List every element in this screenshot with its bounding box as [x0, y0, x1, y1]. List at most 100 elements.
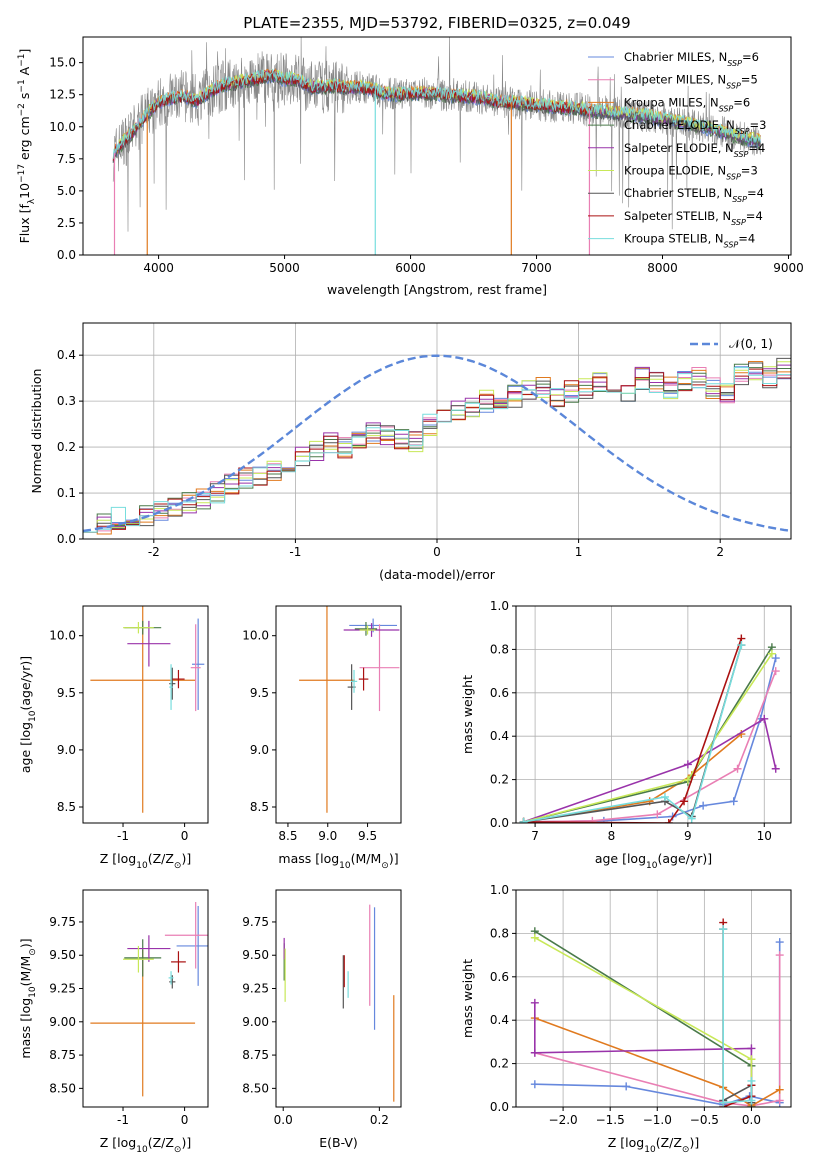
y-tick-label: 9.5	[250, 686, 269, 700]
figure-title: PLATE=2355, MJD=53792, FIBERID=0325, z=0…	[243, 14, 630, 32]
x-axis-label-part: Z [log	[100, 851, 136, 866]
x-tick-label: −2.0	[549, 1113, 578, 1127]
x-tick-label: 9.5	[358, 829, 377, 843]
series-marker	[687, 814, 696, 823]
x-tick-label: 8.5	[278, 829, 297, 843]
x-axis-label-part: )]	[181, 851, 191, 866]
y-tick-label: 8.75	[242, 1048, 269, 1062]
series-marker	[699, 801, 708, 810]
y-tick-label: 0.0	[490, 1100, 509, 1114]
legend-series-name: Chabrier MILES	[624, 50, 711, 64]
y-tick-label: 0.4	[57, 348, 76, 362]
legend-series-name: Chabrier ELODIE	[624, 118, 719, 132]
legend-entry: Kroupa ELODIE, NSSP=3	[624, 164, 758, 182]
legend-entry: Salpeter MILES, NSSP=5	[624, 73, 758, 91]
y-axis-label-part: A	[17, 66, 32, 79]
series-marker	[729, 797, 738, 806]
plot-area-mass-vs-EBV	[283, 904, 395, 1102]
axes-spectrum: 4000 5000 6000 7000 8000 9000 0.0 2.5 5.0 7.5 10.0…	[17, 36, 804, 297]
legend-nssp-eq: =	[746, 209, 756, 223]
x-axis-label: Z [log10(Z/Z⊙)]	[100, 851, 191, 871]
x-axis-label-part: ⊙	[174, 1145, 182, 1155]
y-tick-label: 0.0	[490, 816, 509, 830]
axes-frame	[275, 605, 402, 824]
y-tick-label: 0.6	[490, 686, 509, 700]
x-axis-label-part: 10	[644, 1145, 656, 1155]
axes-mass-vs-EBV: 0.0 0.2 8.50 8.75 9.00 9.25 9.50 9.75 E(B-V)	[242, 889, 402, 1150]
legend-nssp-eq: =	[747, 186, 757, 200]
y-axis-label-part: )]	[18, 938, 33, 948]
legend-nssp-label: , N	[710, 164, 726, 178]
x-axis-label-part: (Z/Z	[148, 1135, 174, 1150]
y-tick-label: 8.75	[49, 1048, 76, 1062]
y-axis-label: mass [log10(M/M⊙)]	[18, 938, 38, 1058]
x-tick-label: 0	[181, 829, 189, 843]
y-tick-label: 9.0	[250, 743, 269, 757]
axes-frame	[275, 889, 402, 1108]
x-axis-label-part: )]	[689, 1135, 699, 1150]
x-axis-label-part: mass [log	[278, 851, 339, 866]
series-line	[523, 644, 743, 823]
y-tick-label: 1.0	[490, 883, 509, 897]
normal-curve	[83, 354, 791, 533]
y-tick-label: 0.2	[490, 773, 509, 787]
y-axis-label-part: (age/yr)]	[18, 656, 33, 711]
x-axis-label-part: (M/M	[351, 851, 382, 866]
series-marker	[588, 816, 597, 823]
series-marker	[664, 819, 673, 823]
legend-nssp-eq: =	[741, 73, 751, 87]
series-marker	[653, 810, 662, 819]
legend-series-name: Kroupa ELODIE	[624, 164, 710, 178]
model-spectrum-line	[112, 68, 761, 159]
x-tick-label: −1.5	[596, 1113, 625, 1127]
y-tick-label: 9.75	[242, 915, 269, 929]
axes-frame	[515, 605, 792, 824]
y-tick-label: 9.5	[57, 686, 76, 700]
x-tick-label: 0.0	[274, 1113, 293, 1127]
plot-area-massweight-vs-age	[519, 634, 780, 823]
y-axis-label-part: −2	[17, 103, 27, 116]
x-axis-label-part: ⊙	[174, 861, 182, 871]
x-tick-label: -2	[148, 545, 160, 559]
legend-nssp-value: 6	[743, 95, 750, 109]
legend-series-name: Chabrier STELIB	[624, 186, 716, 200]
legend-nssp-label: , N	[710, 73, 726, 87]
legend-nssp-sub: SSP	[726, 81, 741, 90]
series-marker	[737, 641, 746, 650]
series-marker	[519, 817, 528, 823]
x-tick-label: 8000	[647, 261, 678, 275]
y-tick-label: 9.25	[242, 982, 269, 996]
y-tick-label: 8.5	[250, 800, 269, 814]
y-tick-label: 9.25	[49, 982, 76, 996]
series-line	[534, 1002, 753, 1107]
y-axis-label-part: s	[17, 93, 32, 104]
legend-series-name: Salpeter STELIB	[624, 209, 715, 223]
legend-nssp-sub: SSP	[727, 59, 742, 68]
y-axis-label-part: 10	[17, 183, 32, 199]
x-axis-label-part: Z [log	[100, 1135, 136, 1150]
legend-series-name: Kroupa MILES	[624, 95, 703, 109]
legend-nssp-value: 4	[758, 141, 765, 155]
series-line	[722, 929, 753, 1104]
legend-nssp-label: , N	[715, 209, 731, 223]
x-axis-label-part: )]	[181, 1135, 191, 1150]
histogram-step	[83, 367, 791, 533]
legend-entry: Salpeter ELODIE, NSSP=4	[624, 141, 765, 159]
x-axis-label-part: 10	[339, 861, 351, 871]
legend-series-name: Kroupa STELIB	[624, 232, 708, 246]
series-marker	[530, 1048, 539, 1057]
y-tick-label: 1.0	[490, 599, 509, 613]
series-marker	[771, 654, 780, 663]
legend-nssp-sub: SSP	[719, 104, 734, 113]
x-axis-label: (data-model)/error	[379, 567, 496, 582]
series-marker	[775, 938, 784, 947]
y-tick-label: 9.0	[57, 743, 76, 757]
x-axis-label-part: ⊙	[682, 1145, 690, 1155]
x-axis-label-part: 10	[646, 861, 658, 871]
legend-entry: Chabrier ELODIE, NSSP=3	[624, 118, 766, 136]
x-tick-label: 9	[684, 829, 692, 843]
y-tick-label: 8.50	[49, 1081, 76, 1095]
series-marker	[771, 667, 780, 676]
